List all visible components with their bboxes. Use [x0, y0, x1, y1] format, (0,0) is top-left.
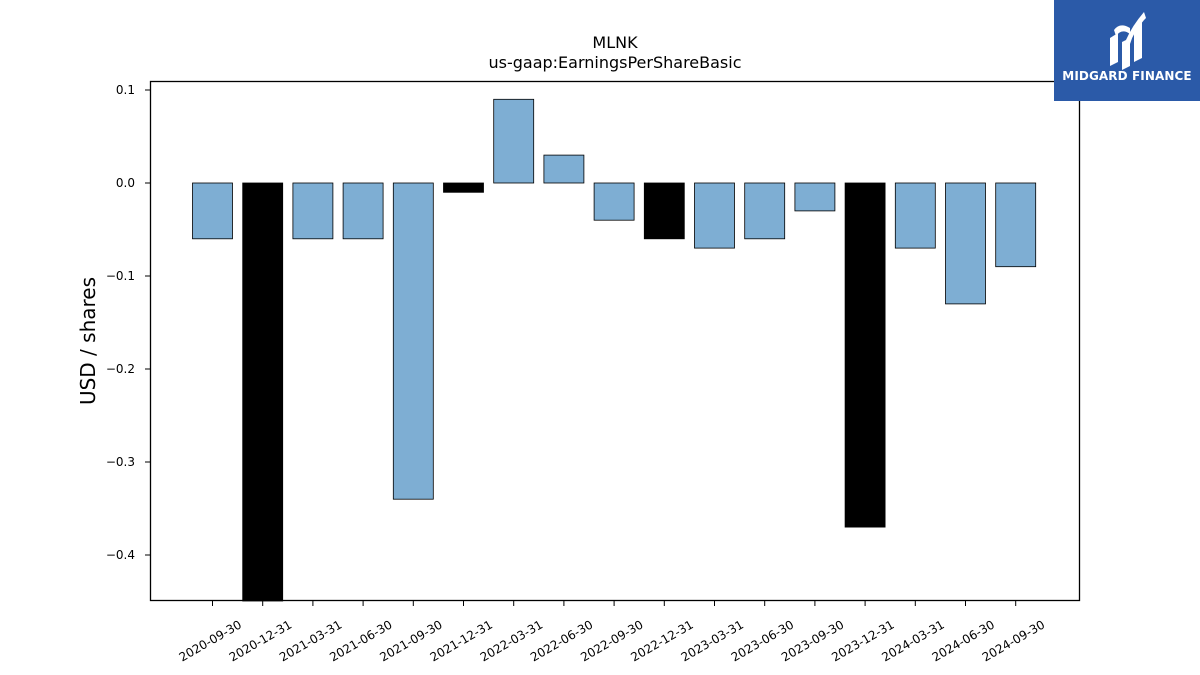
bar-2023-09-30 — [794, 182, 836, 212]
bar-2024-03-31 — [894, 182, 936, 249]
y-tick-label: 0.1 — [116, 83, 135, 97]
y-tick-label: 0.0 — [116, 176, 135, 190]
midgard-logo-icon — [1110, 12, 1146, 70]
bar-2022-06-30 — [543, 154, 585, 184]
bar-2020-12-31 — [242, 182, 284, 602]
bar-2024-06-30 — [945, 182, 986, 305]
y-tick-label: −0.4 — [106, 548, 135, 562]
bar-2021-03-31 — [292, 182, 334, 240]
x-axis-ticks: 2020-09-302020-12-312021-03-312021-06-30… — [177, 601, 1047, 664]
y-tick-label: −0.1 — [106, 269, 135, 283]
y-axis-label: USD / shares — [76, 277, 100, 405]
chart-subtitle: us-gaap:EarningsPerShareBasic — [488, 53, 741, 72]
bar-2021-12-31 — [443, 182, 484, 193]
y-axis-ticks: 0.1 0.0 −0.1 −0.2 −0.3 −0.4 — [106, 83, 150, 562]
bar-2022-12-31 — [643, 182, 685, 240]
bar-2022-03-31 — [493, 98, 535, 184]
y-tick-label: −0.2 — [106, 362, 135, 376]
plot-frame — [149, 80, 1081, 602]
y-tick-label: −0.3 — [106, 455, 135, 469]
bar-2023-06-30 — [744, 182, 786, 240]
bar-2021-06-30 — [342, 182, 384, 240]
bar-2020-09-30 — [192, 182, 233, 240]
bar-2023-03-31 — [694, 182, 735, 249]
bars — [192, 98, 1037, 602]
bar-2024-09-30 — [995, 182, 1037, 268]
bar-2023-12-31 — [844, 182, 886, 528]
logo-text: MIDGARD FINANCE — [1062, 69, 1192, 83]
brand-logo: MIDGARD FINANCE — [1054, 0, 1200, 101]
bar-2022-09-30 — [593, 182, 635, 221]
chart-title: MLNK — [592, 33, 638, 52]
bar-2021-09-30 — [392, 182, 434, 500]
